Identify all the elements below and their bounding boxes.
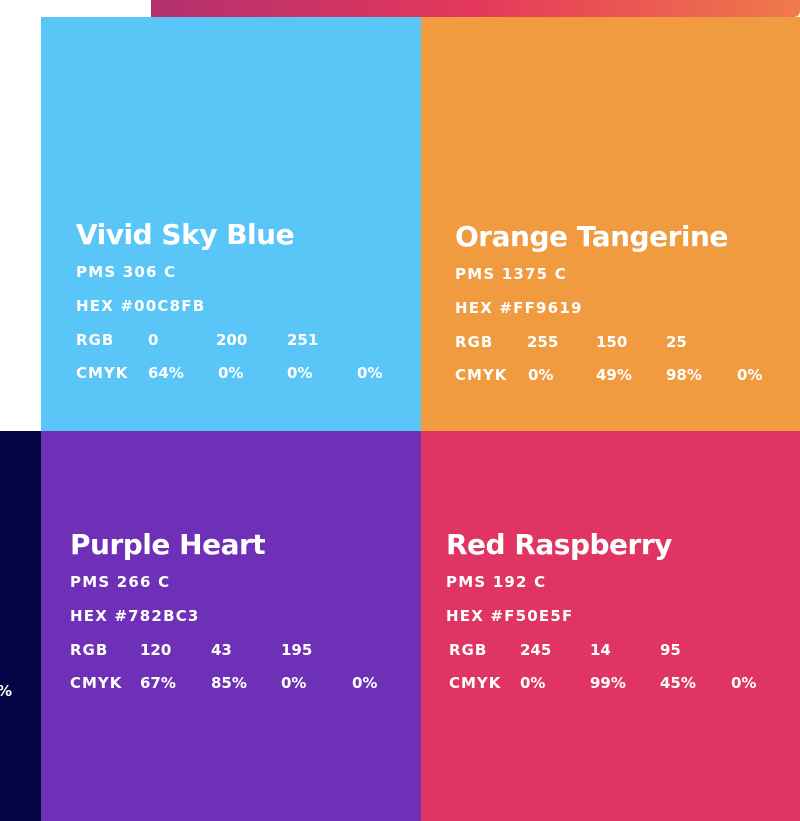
cmyk-label: CMYK [455, 366, 508, 384]
rgb-b: 25 [666, 333, 687, 351]
cmyk-y: 98% [666, 366, 702, 384]
rgb-row: RGB 120 43 195 [70, 640, 312, 673]
rgb-g: 200 [216, 331, 248, 349]
cmyk-m: 85% [211, 674, 247, 692]
swatch-info: Purple Heart PMS 266 C HEX #782BC3 RGB 1… [70, 528, 377, 706]
top-gradient-bar [151, 0, 800, 17]
cmyk-m: 0% [218, 364, 244, 382]
pms-value: PMS 192 C [446, 573, 547, 591]
rgb-b: 195 [281, 641, 313, 659]
cmyk-y: 0% [281, 674, 307, 692]
hex-value: HEX #782BC3 [70, 607, 200, 625]
rgb-g: 14 [590, 641, 611, 659]
rgb-label: RGB [449, 641, 488, 659]
cmyk-m: 99% [590, 674, 626, 692]
swatch-info: Vivid Sky Blue PMS 306 C HEX #00C8FB RGB… [76, 218, 382, 396]
pms-value: PMS 306 C [76, 263, 177, 281]
swatch-info: Orange Tangerine PMS 1375 C HEX #FF9619 … [455, 220, 762, 398]
partial-navy-swatch [0, 431, 42, 821]
swatch-card-orange-tangerine: Orange Tangerine PMS 1375 C HEX #FF9619 … [421, 17, 800, 431]
cmyk-y: 0% [287, 364, 313, 382]
rgb-b: 251 [287, 331, 319, 349]
cmyk-k: 0% [737, 366, 763, 384]
rgb-label: RGB [455, 333, 494, 351]
swatch-card-purple-heart: Purple Heart PMS 266 C HEX #782BC3 RGB 1… [41, 431, 421, 821]
cmyk-c: 67% [140, 674, 176, 692]
rgb-row: RGB 245 14 95 [446, 640, 681, 673]
cmyk-row: CMYK 0% 99% 45% 0% [446, 673, 756, 706]
cmyk-row: CMYK 64% 0% 0% 0% [76, 363, 382, 396]
swatch-info: Red Raspberry PMS 192 C HEX #F50E5F RGB … [446, 528, 756, 706]
swatch-name: Red Raspberry [446, 528, 672, 561]
rgb-r: 255 [527, 333, 559, 351]
pms-value: PMS 266 C [70, 573, 171, 591]
cmyk-row: CMYK 67% 85% 0% 0% [70, 673, 377, 706]
cmyk-k: 0% [352, 674, 378, 692]
hex-value: HEX #F50E5F [446, 607, 574, 625]
rgb-row: RGB 255 150 25 [455, 332, 728, 365]
cmyk-c: 0% [520, 674, 546, 692]
swatch-name: Purple Heart [70, 528, 266, 561]
hex-value: HEX #FF9619 [455, 299, 583, 317]
hex-value: HEX #00C8FB [76, 297, 206, 315]
swatch-name: Vivid Sky Blue [76, 218, 295, 251]
rgb-label: RGB [76, 331, 115, 349]
swatch-card-vivid-sky-blue: Vivid Sky Blue PMS 306 C HEX #00C8FB RGB… [41, 17, 421, 431]
rgb-r: 0 [148, 331, 159, 349]
rgb-b: 95 [660, 641, 681, 659]
rgb-g: 150 [596, 333, 628, 351]
cmyk-row: CMYK 0% 49% 98% 0% [455, 365, 762, 398]
cmyk-c: 64% [148, 364, 184, 382]
cmyk-label: CMYK [70, 674, 123, 692]
rgb-row: RGB 0 200 251 [76, 330, 318, 363]
rgb-label: RGB [70, 641, 109, 659]
rgb-g: 43 [211, 641, 232, 659]
cmyk-y: 45% [660, 674, 696, 692]
pms-value: PMS 1375 C [455, 265, 567, 283]
cmyk-k: 0% [731, 674, 757, 692]
swatch-name: Orange Tangerine [455, 220, 728, 253]
cmyk-label: CMYK [449, 674, 502, 692]
partial-cmyk-fragment: % [0, 682, 12, 700]
rgb-r: 120 [140, 641, 172, 659]
cmyk-c: 0% [528, 366, 554, 384]
cmyk-m: 49% [596, 366, 632, 384]
cmyk-label: CMYK [76, 364, 129, 382]
cmyk-k: 0% [357, 364, 383, 382]
rgb-r: 245 [520, 641, 552, 659]
swatch-card-red-raspberry: Red Raspberry PMS 192 C HEX #F50E5F RGB … [421, 431, 800, 821]
